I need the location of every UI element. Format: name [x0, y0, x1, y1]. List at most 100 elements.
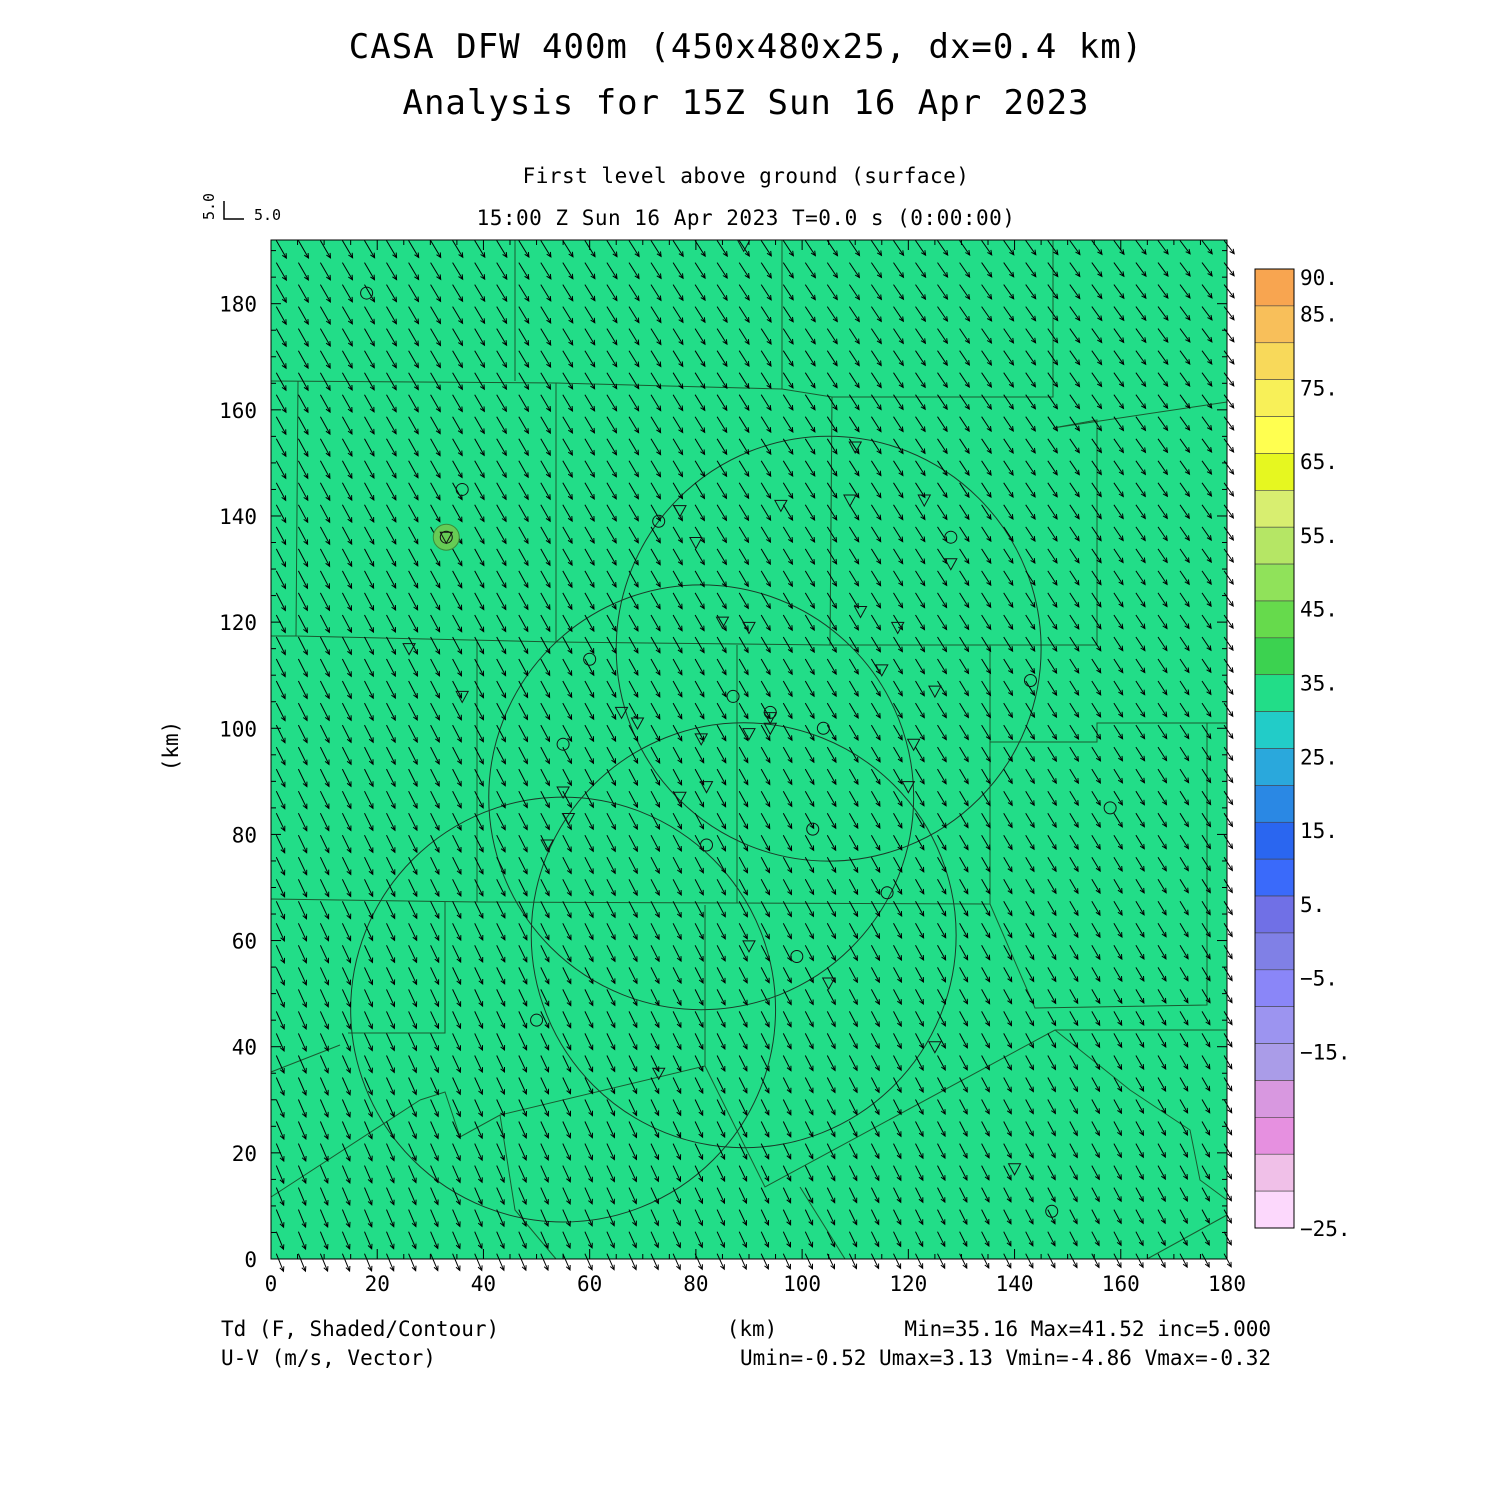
- wind-vector: [804, 504, 816, 521]
- wind-vector: [893, 834, 903, 851]
- highlighted-station[interactable]: [432, 523, 460, 551]
- station-circle-marker[interactable]: [816, 721, 830, 735]
- wind-vector: [959, 372, 970, 389]
- station-circle-marker[interactable]: [556, 737, 570, 751]
- station-triangle-marker[interactable]: [673, 791, 687, 805]
- station-triangle-marker[interactable]: [890, 621, 905, 635]
- wind-vector: [496, 306, 508, 325]
- wind-vector: [1179, 482, 1191, 498]
- wind-vector: [1003, 746, 1013, 763]
- station-triangle-marker[interactable]: [742, 940, 756, 953]
- station-circle-marker[interactable]: [652, 514, 666, 528]
- station-circle-marker[interactable]: [1023, 674, 1037, 688]
- station-triangle-marker[interactable]: [651, 1067, 666, 1081]
- station-triangle-marker[interactable]: [742, 621, 756, 635]
- county-border-line: [704, 1029, 1227, 1188]
- wind-vector: [1113, 548, 1124, 564]
- station-triangle-marker[interactable]: [928, 1041, 942, 1054]
- wind-vector: [848, 989, 858, 1006]
- wind-vector: [1047, 1209, 1056, 1225]
- station-triangle-marker[interactable]: [455, 690, 470, 704]
- wind-vector: [319, 746, 330, 766]
- station-triangle-marker[interactable]: [689, 537, 703, 550]
- station-triangle-marker[interactable]: [843, 494, 857, 508]
- wind-vector: [628, 262, 640, 280]
- station-circle-marker[interactable]: [726, 689, 740, 703]
- wind-vector: [848, 658, 859, 675]
- wind-vector: [364, 945, 374, 964]
- station-triangle-marker[interactable]: [694, 733, 709, 746]
- wind-vector: [804, 592, 816, 610]
- station-circle-marker[interactable]: [806, 822, 820, 836]
- wind-vector: [1113, 901, 1123, 916]
- wind-vector: [1025, 1121, 1034, 1137]
- wind-vector: [341, 372, 353, 392]
- wind-vector: [1179, 790, 1190, 806]
- station-circle-marker[interactable]: [1103, 801, 1117, 815]
- station-triangle-marker[interactable]: [928, 685, 942, 699]
- station-triangle-marker[interactable]: [540, 839, 555, 853]
- wind-vector: [760, 460, 772, 478]
- station-triangle-marker[interactable]: [943, 558, 958, 571]
- wind-vector: [1025, 680, 1036, 697]
- station-triangle-marker[interactable]: [874, 664, 889, 677]
- wind-vector: [694, 394, 706, 412]
- station-circle-marker[interactable]: [583, 652, 597, 666]
- wind-vector: [496, 284, 508, 303]
- wind-vector: [386, 658, 396, 678]
- wind-vector: [408, 504, 419, 523]
- station-triangle-marker[interactable]: [742, 728, 756, 741]
- wind-vector: [540, 680, 551, 699]
- station-triangle-marker[interactable]: [901, 781, 916, 794]
- station-circle-marker[interactable]: [455, 482, 469, 496]
- wind-vector: [672, 636, 683, 654]
- station-triangle-marker[interactable]: [561, 812, 576, 826]
- wind-vector: [628, 460, 639, 478]
- wind-vector: [606, 834, 616, 853]
- station-circle-marker[interactable]: [790, 949, 804, 963]
- wind-vector: [981, 548, 992, 565]
- wind-vector: [474, 482, 485, 501]
- station-triangle-marker[interactable]: [630, 717, 645, 731]
- wind-vector: [981, 967, 991, 983]
- wind-vector: [870, 1187, 880, 1204]
- station-triangle-marker[interactable]: [763, 712, 778, 725]
- station-circle-marker[interactable]: [1045, 1204, 1059, 1218]
- wind-vector: [1157, 1033, 1167, 1049]
- station-circle-marker[interactable]: [530, 1013, 544, 1027]
- station-triangle-marker[interactable]: [439, 531, 454, 545]
- wind-vector: [694, 526, 706, 544]
- station-triangle-marker[interactable]: [614, 706, 629, 720]
- station-triangle-marker[interactable]: [402, 643, 416, 656]
- station-triangle-marker[interactable]: [673, 505, 687, 518]
- station-circle-marker[interactable]: [360, 286, 374, 300]
- wind-vector: [297, 592, 308, 612]
- wind-vector: [341, 526, 353, 546]
- station-triangle-marker[interactable]: [774, 499, 788, 513]
- station-triangle-marker[interactable]: [699, 781, 714, 794]
- station-circle-marker[interactable]: [944, 530, 958, 544]
- station-triangle-marker[interactable]: [821, 977, 836, 991]
- wind-vector: [716, 1077, 726, 1095]
- station-triangle-marker[interactable]: [763, 722, 778, 736]
- wind-vector: [584, 702, 595, 721]
- station-circle-marker[interactable]: [700, 838, 714, 852]
- wind-vector: [1003, 262, 1015, 278]
- station-circle-marker[interactable]: [880, 886, 894, 900]
- station-triangle-marker[interactable]: [715, 616, 730, 630]
- wind-vector: [716, 834, 727, 852]
- station-triangle-marker[interactable]: [1007, 1163, 1022, 1176]
- wind-vector: [981, 416, 992, 433]
- wind-vector: [1047, 724, 1058, 741]
- wind-vector: [760, 879, 771, 896]
- station-triangle-marker[interactable]: [917, 494, 932, 508]
- station-triangle-marker[interactable]: [556, 786, 570, 800]
- wind-vector: [716, 1143, 726, 1161]
- wind-vector: [937, 328, 949, 345]
- wind-vector: [959, 1165, 968, 1182]
- station-triangle-marker[interactable]: [848, 441, 863, 455]
- wind-vector: [981, 702, 992, 719]
- station-triangle-marker[interactable]: [853, 606, 868, 619]
- station-triangle-marker[interactable]: [906, 738, 921, 752]
- wind-vector: [1003, 636, 1014, 653]
